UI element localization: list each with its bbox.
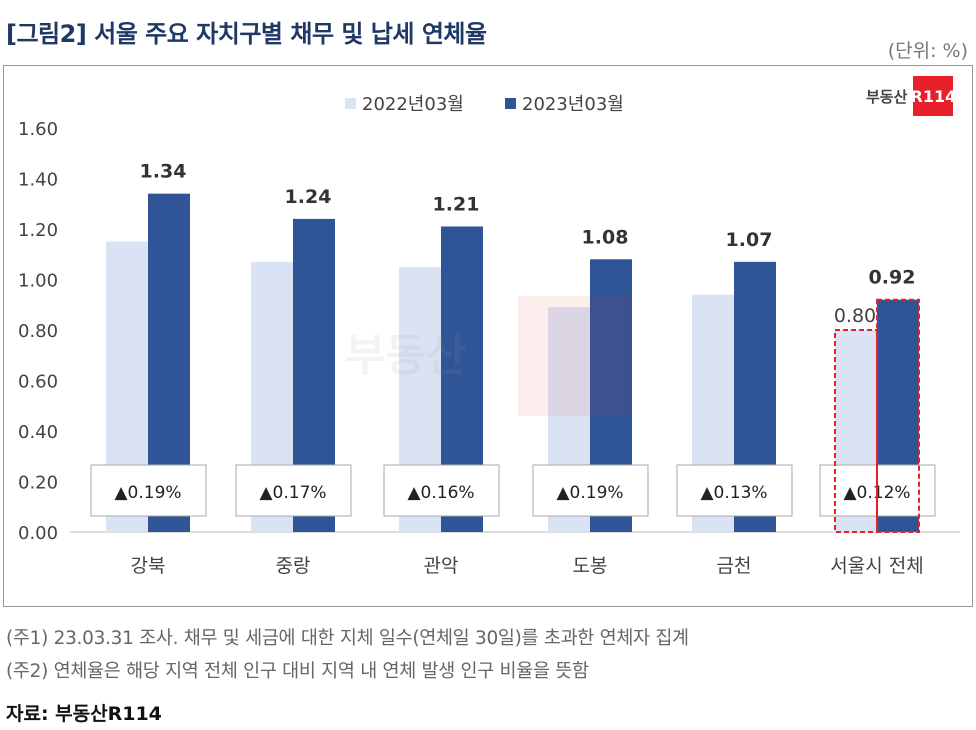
category-label: 서울시 전체 [830,555,923,577]
category-label: 중랑 [276,555,311,577]
watermark-badge [518,296,630,416]
logo-text: 부동산 [866,87,908,106]
footnote-2: (주2) 연체율은 해당 지역 전체 인구 대비 지역 내 연체 발생 인구 비… [6,661,589,682]
data-label-2023: 1.07 [726,229,773,251]
footnotes: (주1) 23.03.31 조사. 채무 및 세금에 대한 지체 일수(연체일 … [6,622,689,688]
data-label-2023: 0.92 [869,267,916,289]
y-tick-label: 1.40 [18,170,58,191]
y-tick-label: 0.20 [18,473,58,494]
legend-label-1: 2023년03월 [522,94,624,115]
logo-badge: R114 [911,76,956,116]
y-tick-label: 0.60 [18,372,58,393]
data-label-2023: 1.08 [582,226,629,248]
category-label: 도봉 [573,555,608,577]
y-tick-label: 1.00 [18,271,58,292]
unit-label: (단위: %) [887,40,968,62]
change-label: ▲0.19% [556,483,623,503]
change-label: ▲0.17% [259,483,326,503]
source-label: 자료: 부동산R114 [6,703,162,725]
category-label: 금천 [717,555,752,577]
highlight-outline-2023 [876,298,920,534]
y-tick-label: 0.00 [18,523,58,544]
y-tick-label: 1.60 [18,119,58,140]
footnote-1: (주1) 23.03.31 조사. 채무 및 세금에 대한 지체 일수(연체일 … [6,628,689,649]
watermark-text: 부동산 [345,330,466,381]
y-tick-label: 0.80 [18,321,58,342]
data-label-2023: 1.24 [285,186,332,208]
y-tick-label: 0.40 [18,422,58,443]
category-label: 강북 [131,555,166,577]
category-label: 관악 [424,555,459,577]
brand-logo: 부동산 R114 [866,76,956,116]
change-box [383,464,500,517]
highlight-outline-2022 [834,329,878,533]
change-box [676,464,793,517]
change-label: ▲0.19% [114,483,181,503]
chart-title: [그림2] 서울 주요 자치구별 채무 및 납세 연체율 [6,20,487,48]
legend-label-0: 2022년03월 [362,94,464,115]
data-label-2023: 1.34 [140,161,187,183]
change-label: ▲0.13% [700,483,767,503]
change-label: ▲0.16% [407,483,474,503]
bar-chart: 0.00 0.20 0.40 0.60 0.80 1.00 1.20 1.40 1.60 2022… [18,94,960,577]
change-box [90,464,207,517]
chart-frame [3,65,973,607]
data-label-2022: 0.80 [834,305,876,327]
change-box [235,464,352,517]
legend-swatch [345,98,356,109]
change-box [532,464,649,517]
data-label-2023: 1.21 [433,193,480,215]
legend-swatch [505,98,516,109]
y-tick-label: 1.20 [18,220,58,241]
